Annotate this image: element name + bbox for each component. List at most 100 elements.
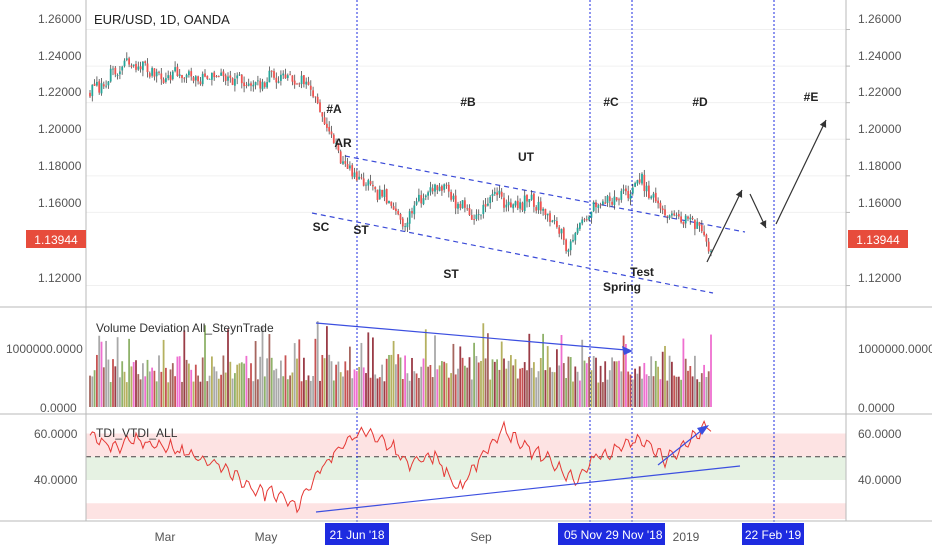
volume-bar <box>615 361 618 407</box>
volume-bar <box>102 367 105 407</box>
candle-body <box>277 81 280 83</box>
candle-body <box>431 188 434 192</box>
candle-body <box>224 75 227 81</box>
event-label-st-1: ST <box>353 223 369 237</box>
candle-body <box>162 79 165 83</box>
candle-body <box>153 68 156 77</box>
volume-bar <box>296 358 298 407</box>
phase-label-a: #A <box>326 102 342 116</box>
volume-bar <box>240 362 243 407</box>
volume-bar <box>144 376 147 407</box>
volume-bar <box>436 369 439 407</box>
candle-body <box>116 74 119 76</box>
candle-body <box>98 81 101 93</box>
candle-body <box>155 71 158 77</box>
volume-bar <box>319 380 321 407</box>
candle-body <box>374 187 377 190</box>
volume-bar <box>454 374 457 407</box>
volume-bar <box>641 378 643 407</box>
volume-bar <box>201 357 204 407</box>
candle-body <box>507 201 510 206</box>
candle-body <box>698 222 701 226</box>
volume-bar <box>542 333 544 407</box>
candle-body <box>707 241 710 252</box>
volume-bar <box>215 371 218 407</box>
price-tick-left: 1.22000 <box>38 85 82 99</box>
volume-bar <box>629 374 632 407</box>
volume-bar <box>388 354 390 407</box>
candle-body <box>213 72 216 78</box>
candle-body <box>569 241 572 251</box>
date-badge-bg <box>558 523 608 545</box>
volume-bar <box>213 366 216 407</box>
volume-bar <box>392 340 395 407</box>
volume-bar <box>326 326 328 407</box>
volume-bar <box>507 360 510 407</box>
phase-label-b: #B <box>460 95 476 109</box>
candle-body <box>399 214 402 220</box>
candle-body <box>599 204 602 206</box>
volume-bar <box>468 357 471 407</box>
candle-body <box>176 66 179 76</box>
volume-bar <box>420 366 423 407</box>
volume-bar <box>378 377 381 407</box>
volume-bar <box>185 359 188 407</box>
volume-bar <box>231 378 234 407</box>
candle-body <box>188 71 190 76</box>
candle-body <box>634 183 636 187</box>
phase-label-e: #E <box>804 90 819 104</box>
candle-body <box>514 201 517 206</box>
volume-bar <box>510 355 512 407</box>
candle-body <box>567 249 570 252</box>
candle-body <box>125 58 128 61</box>
volume-bar <box>236 364 239 407</box>
volume-bar <box>539 358 542 407</box>
candle-body <box>169 75 172 81</box>
candle-body <box>305 81 308 85</box>
candle-body <box>259 80 262 89</box>
event-label-ar: AR <box>334 136 352 150</box>
candle-body <box>395 208 397 212</box>
volume-bar <box>441 361 443 407</box>
candle-body <box>222 71 225 77</box>
candle-body <box>204 73 206 77</box>
candle-body <box>181 75 183 78</box>
candle-body <box>572 239 574 242</box>
phase-label-d: #D <box>692 95 708 109</box>
volume-bar <box>217 378 220 407</box>
volume-bar <box>155 381 158 407</box>
volume-bar <box>123 371 126 407</box>
volume-bar <box>100 341 103 407</box>
candle-body <box>493 191 496 194</box>
volume-bar <box>224 372 227 407</box>
candle-body <box>565 239 567 252</box>
candle-body <box>238 74 241 76</box>
candle-body <box>505 204 508 208</box>
date-badge-bg <box>742 523 804 545</box>
candle-body <box>521 202 524 211</box>
candle-body <box>503 197 505 208</box>
volume-bar <box>116 337 119 407</box>
volume-bar <box>247 378 250 407</box>
candle-body <box>477 214 480 215</box>
candle-body <box>454 195 457 209</box>
volume-tick-right: 0.0000 <box>858 401 895 415</box>
candle-body <box>673 213 676 216</box>
volume-tick-right: 1000000.0000 <box>858 342 932 356</box>
volume-bar <box>273 370 275 407</box>
volume-bar <box>96 354 98 407</box>
volume-bar <box>521 367 524 407</box>
volume-bar <box>418 377 420 407</box>
candle-body <box>643 174 646 192</box>
event-label-ut: UT <box>518 150 535 164</box>
volume-bar <box>199 381 202 407</box>
volume-bar <box>289 375 291 407</box>
volume-bar <box>160 371 163 407</box>
candle-body <box>445 184 448 186</box>
volume-bar <box>298 339 301 407</box>
volume-bar <box>424 329 427 407</box>
candle-body <box>105 85 107 87</box>
volume-bar <box>211 356 213 407</box>
